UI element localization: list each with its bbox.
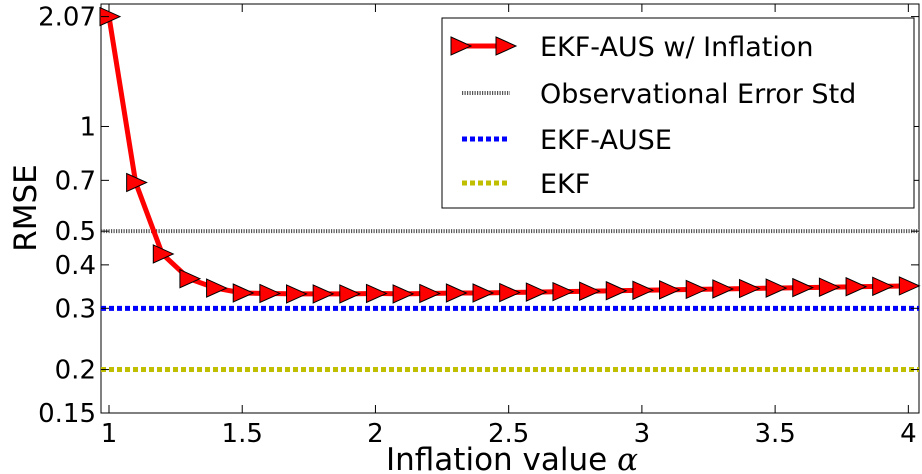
data-point (552, 281, 575, 302)
data-point (312, 284, 335, 304)
data-point (445, 283, 468, 303)
data-point (152, 244, 175, 264)
data-point (738, 278, 761, 299)
data-point (259, 283, 282, 304)
data-point (712, 279, 735, 299)
data-point (579, 281, 601, 301)
legend-label: EKF-AUS w/ Inflation (540, 32, 814, 63)
data-point (792, 277, 814, 298)
data-point (232, 283, 255, 303)
x-tick-label: 1.5 (222, 419, 263, 449)
data-point (286, 284, 308, 304)
legend-label: Observational Error Std (540, 79, 856, 110)
data-point (525, 282, 548, 302)
y-tick-label: 2.07 (38, 3, 96, 33)
y-tick-label: 0.2 (55, 356, 96, 386)
data-point (605, 280, 628, 301)
main-series (99, 6, 921, 304)
data-point (99, 6, 122, 27)
data-point (126, 172, 148, 193)
x-tick-label: 4 (900, 419, 917, 449)
legend-marker (450, 36, 473, 56)
y-tick-label: 0.7 (55, 166, 96, 196)
data-point (392, 284, 415, 304)
data-point (872, 276, 894, 297)
x-tick-label: 1 (101, 419, 118, 449)
x-axis-label-text: Inflation value (386, 442, 607, 474)
axis-ticks: 1 1.5 2 2.5 3 3.5 4 0.15 0.2 0.3 0.4 0.5 0.7 1 2.07 (38, 3, 919, 449)
y-tick-label: 1 (79, 112, 96, 142)
y-tick-label: 0.3 (55, 294, 96, 324)
data-point (499, 282, 521, 303)
data-point (898, 276, 921, 296)
y-tick-label: 0.5 (55, 217, 96, 247)
plot-frame (100, 3, 920, 414)
legend-box (441, 17, 915, 209)
data-point (765, 278, 788, 298)
x-tick-label: 3 (634, 419, 651, 449)
data-point (632, 280, 655, 301)
legend-label: EKF-AUSE (540, 125, 672, 156)
x-axis-label: Inflation value α (386, 442, 638, 474)
data-point (659, 280, 681, 300)
y-tick-label: 0.4 (55, 251, 96, 281)
y-axis-label: RMSE (8, 164, 44, 252)
data-point (818, 277, 841, 297)
legend-label: EKF (540, 169, 590, 200)
data-point (845, 276, 868, 297)
x-tick-label: 2.5 (488, 419, 529, 449)
x-tick-label: 3.5 (754, 419, 795, 449)
data-point (472, 283, 495, 303)
x-tick-label: 2 (367, 419, 384, 449)
data-point (339, 284, 362, 304)
reference-lines (101, 229, 919, 373)
x-axis-label-symbol: α (617, 442, 638, 474)
data-point (419, 283, 441, 304)
legend: EKF-AUS w/ Inflation Observational Error … (441, 17, 915, 209)
data-point (685, 279, 708, 300)
y-tick-label: 0.15 (38, 399, 96, 429)
data-point (365, 283, 388, 304)
legend-marker (495, 36, 518, 56)
data-point (179, 268, 202, 289)
data-point (206, 278, 228, 298)
